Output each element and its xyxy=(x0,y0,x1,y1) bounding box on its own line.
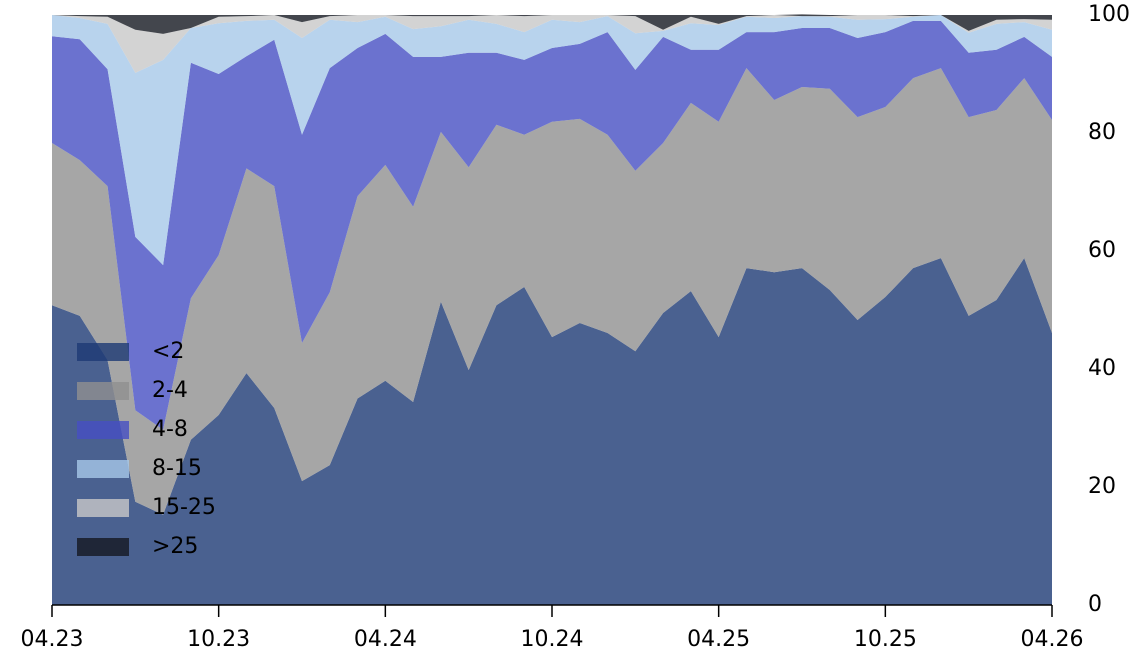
area xyxy=(52,15,1052,73)
y-tick-label: 80 xyxy=(1088,120,1116,145)
legend-label: 8-15 xyxy=(152,456,202,481)
area xyxy=(52,20,1052,430)
y-tick-label: 0 xyxy=(1088,592,1102,617)
y-tick-label: 100 xyxy=(1088,2,1130,27)
legend-label: 2-4 xyxy=(152,378,188,403)
y-tick-label: 60 xyxy=(1088,238,1116,263)
legend-swatch xyxy=(77,343,129,361)
area xyxy=(52,15,1052,266)
legend-label: >25 xyxy=(152,534,198,559)
y-tick-label: 20 xyxy=(1088,474,1116,499)
legend-label: <2 xyxy=(152,339,184,364)
area xyxy=(52,258,1052,605)
legend-swatch xyxy=(77,382,129,400)
x-tick-label: 04.25 xyxy=(687,627,750,652)
x-tick-label: 10.23 xyxy=(187,627,250,652)
x-tick-label: 10.24 xyxy=(521,627,584,652)
legend-swatch xyxy=(77,421,129,439)
legend-swatch xyxy=(77,499,129,517)
legend-swatch xyxy=(77,538,129,556)
legend-label: 15-25 xyxy=(152,495,216,520)
area xyxy=(52,68,1052,515)
x-tick-label: 04.23 xyxy=(21,627,84,652)
x-tick-label: 10.25 xyxy=(854,627,917,652)
x-tick-label: 04.24 xyxy=(354,627,417,652)
y-tick-label: 40 xyxy=(1088,356,1116,381)
x-tick-label: 04.26 xyxy=(1021,627,1084,652)
legend-label: 4-8 xyxy=(152,417,188,442)
legend-swatch xyxy=(77,460,129,478)
area xyxy=(52,14,1052,34)
